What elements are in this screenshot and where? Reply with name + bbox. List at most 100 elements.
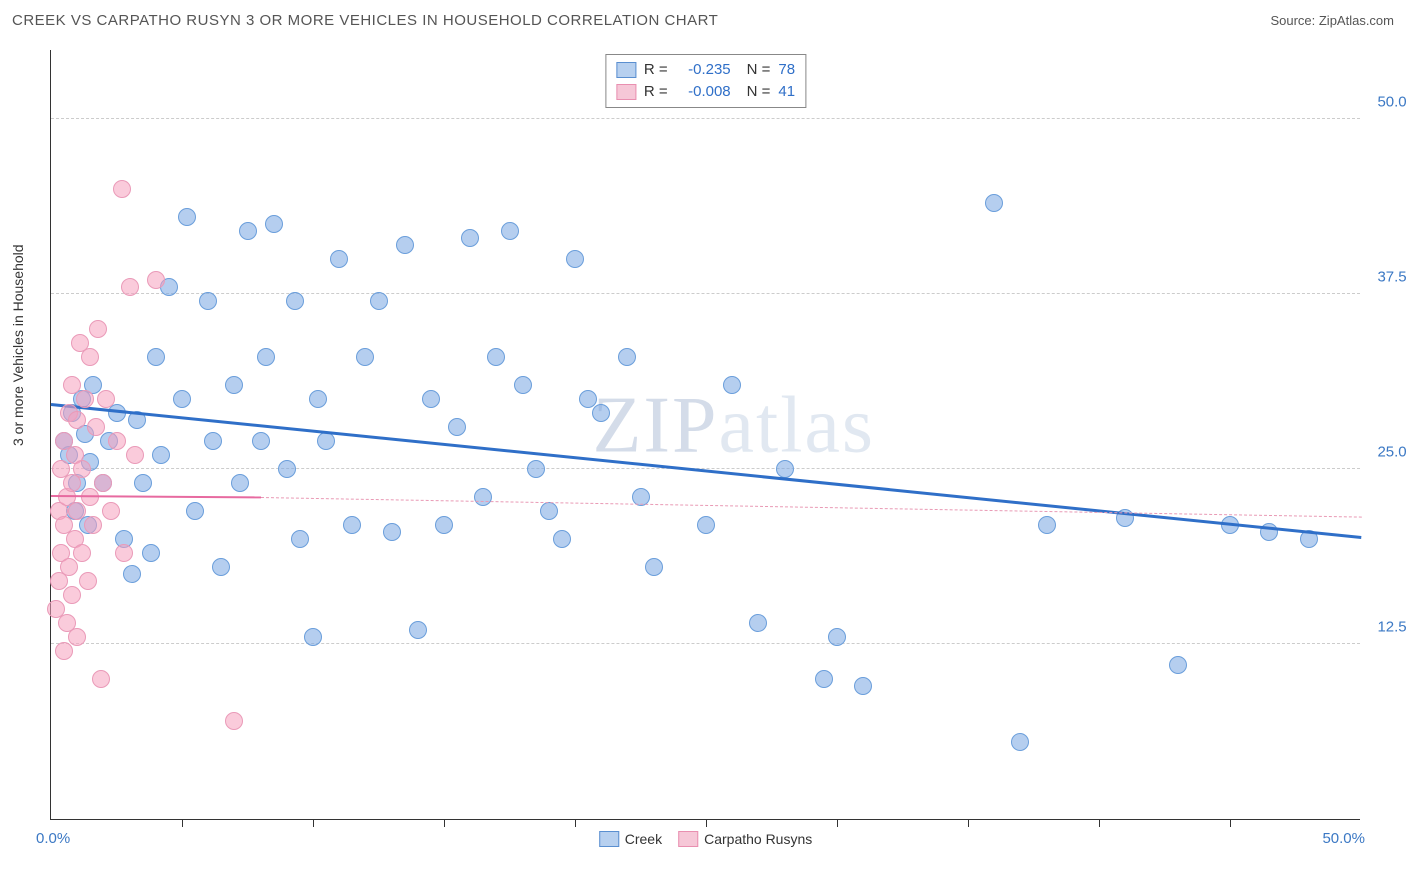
data-point	[63, 586, 81, 604]
data-point	[84, 516, 102, 534]
data-point	[123, 565, 141, 583]
data-point	[501, 222, 519, 240]
data-point	[81, 348, 99, 366]
data-point	[73, 460, 91, 478]
data-point	[68, 628, 86, 646]
data-point	[115, 544, 133, 562]
data-point	[73, 544, 91, 562]
data-point	[304, 628, 322, 646]
data-point	[370, 292, 388, 310]
data-point	[225, 376, 243, 394]
x-tick	[313, 819, 314, 827]
data-point	[592, 404, 610, 422]
x-tick	[837, 819, 838, 827]
y-tick-label: 25.0%	[1365, 444, 1406, 461]
data-point	[286, 292, 304, 310]
x-tick	[1230, 819, 1231, 827]
data-point	[514, 376, 532, 394]
legend-item: Creek	[599, 831, 662, 847]
data-point	[68, 411, 86, 429]
data-point	[749, 614, 767, 632]
x-tick	[1099, 819, 1100, 827]
data-point	[212, 558, 230, 576]
data-point	[356, 348, 374, 366]
data-point	[435, 516, 453, 534]
stats-row: R =-0.008N =41	[616, 81, 795, 103]
data-point	[225, 712, 243, 730]
data-point	[540, 502, 558, 520]
legend-swatch	[616, 84, 636, 100]
data-point	[1011, 733, 1029, 751]
data-point	[448, 418, 466, 436]
stats-row: R =-0.235N =78	[616, 59, 795, 81]
x-tick	[575, 819, 576, 827]
data-point	[126, 446, 144, 464]
data-point	[1169, 656, 1187, 674]
data-point	[257, 348, 275, 366]
data-point	[317, 432, 335, 450]
data-point	[697, 516, 715, 534]
legend-item: Carpatho Rusyns	[678, 831, 812, 847]
x-axis-end: 50.0%	[1322, 830, 1365, 847]
data-point	[121, 278, 139, 296]
x-axis-start: 0.0%	[36, 830, 70, 847]
data-point	[309, 390, 327, 408]
series-legend: Creek Carpatho Rusyns	[599, 831, 813, 847]
data-point	[461, 229, 479, 247]
legend-swatch	[599, 831, 619, 847]
data-point	[134, 474, 152, 492]
data-point	[178, 208, 196, 226]
data-point	[527, 460, 545, 478]
data-point	[142, 544, 160, 562]
data-point	[89, 320, 107, 338]
data-point	[553, 530, 571, 548]
data-point	[76, 390, 94, 408]
data-point	[854, 677, 872, 695]
data-point	[199, 292, 217, 310]
x-tick	[968, 819, 969, 827]
data-point	[97, 390, 115, 408]
data-point	[828, 628, 846, 646]
data-point	[645, 558, 663, 576]
data-point	[87, 418, 105, 436]
trend-line-dashed	[261, 497, 1361, 518]
legend-swatch	[678, 831, 698, 847]
data-point	[278, 460, 296, 478]
data-point	[92, 670, 110, 688]
data-point	[396, 236, 414, 254]
data-point	[60, 558, 78, 576]
data-point	[108, 432, 126, 450]
source-link[interactable]: ZipAtlas.com	[1319, 13, 1394, 28]
data-point	[173, 390, 191, 408]
data-point	[147, 348, 165, 366]
data-point	[330, 250, 348, 268]
data-point	[566, 250, 584, 268]
data-point	[422, 390, 440, 408]
data-point	[102, 502, 120, 520]
data-point	[985, 194, 1003, 212]
y-tick-label: 12.5%	[1365, 619, 1406, 636]
data-point	[815, 670, 833, 688]
data-point	[239, 222, 257, 240]
gridline	[51, 118, 1360, 119]
data-point	[55, 642, 73, 660]
data-point	[204, 432, 222, 450]
data-point	[776, 460, 794, 478]
gridline	[51, 643, 1360, 644]
data-point	[113, 180, 131, 198]
x-tick	[444, 819, 445, 827]
data-point	[487, 348, 505, 366]
data-point	[723, 376, 741, 394]
data-point	[68, 502, 86, 520]
chart-title: CREEK VS CARPATHO RUSYN 3 OR MORE VEHICL…	[12, 12, 718, 29]
data-point	[474, 488, 492, 506]
y-axis-label: 3 or more Vehicles in Household	[10, 244, 26, 446]
scatter-plot: ZIPatlas R =-0.235N =78R =-0.008N =41 0.…	[50, 50, 1360, 820]
legend-swatch	[616, 62, 636, 78]
gridline	[51, 293, 1360, 294]
data-point	[94, 474, 112, 492]
data-point	[265, 215, 283, 233]
data-point	[231, 474, 249, 492]
data-point	[618, 348, 636, 366]
x-tick	[182, 819, 183, 827]
